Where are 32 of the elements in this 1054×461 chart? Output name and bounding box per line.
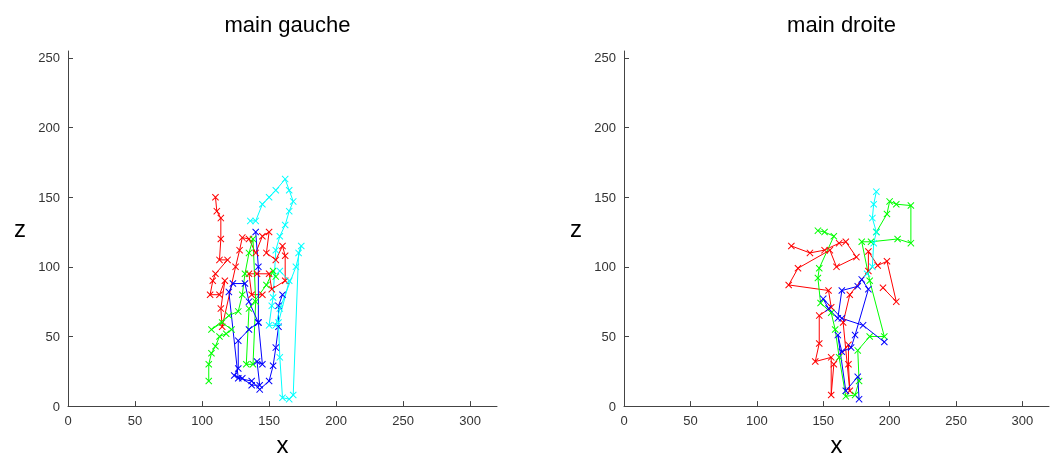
x-tick-label: 150: [258, 413, 280, 429]
y-tick-label: 0: [608, 398, 616, 414]
x-tick-label: 50: [127, 413, 143, 429]
x-tick-label: 0: [64, 413, 72, 429]
x-tick-label: 200: [325, 413, 347, 429]
y-tick-label: 50: [45, 328, 60, 344]
chart-title: main droite: [787, 11, 896, 37]
x-tick-label: 250: [392, 413, 415, 429]
y-tick-label: 250: [594, 50, 616, 66]
x-tick-label: 0: [620, 413, 628, 429]
y-axis-title: z: [14, 215, 26, 243]
y-tick-label: 100: [594, 259, 616, 275]
x-tick-label: 100: [191, 413, 213, 429]
y-tick-label: 150: [594, 189, 616, 205]
x-tick-label: 50: [683, 413, 698, 429]
x-axis-title: x: [830, 430, 843, 458]
y-tick-label: 50: [601, 328, 616, 344]
y-tick-label: 250: [38, 50, 60, 66]
x-tick-label: 250: [945, 413, 967, 429]
y-axis-title: z: [570, 215, 582, 243]
y-tick-label: 100: [38, 259, 60, 275]
x-tick-label: 300: [1011, 413, 1034, 429]
x-tick-label: 200: [878, 413, 901, 429]
y-tick-label: 150: [38, 189, 60, 205]
y-tick-label: 200: [594, 120, 616, 136]
x-tick-label: 100: [745, 413, 768, 429]
x-axis-title: x: [276, 430, 289, 458]
x-tick-label: 150: [812, 413, 835, 429]
chart-title: main gauche: [224, 11, 351, 37]
x-tick-label: 300: [459, 413, 482, 429]
y-tick-label: 0: [52, 398, 60, 414]
y-tick-label: 200: [38, 120, 60, 136]
